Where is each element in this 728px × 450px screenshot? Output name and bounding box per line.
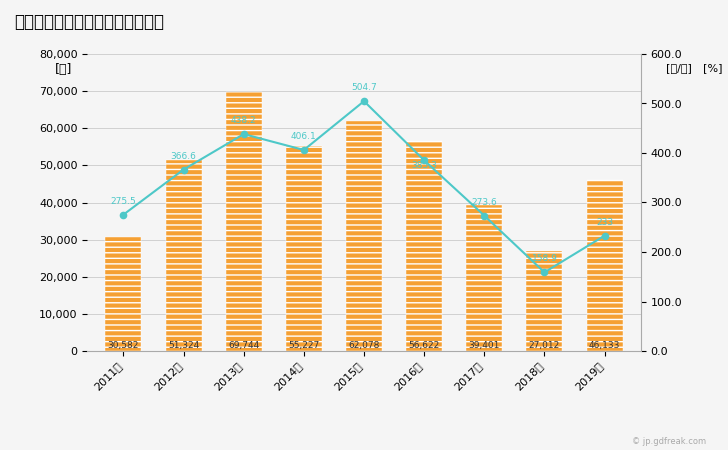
Text: 69,744: 69,744 — [228, 341, 259, 350]
Text: 27,012: 27,012 — [529, 341, 560, 350]
Text: 406.1: 406.1 — [291, 132, 317, 141]
Text: 39,401: 39,401 — [469, 341, 500, 350]
Bar — [226, 92, 262, 351]
Text: 366.6: 366.6 — [170, 152, 197, 161]
Bar — [106, 238, 141, 351]
Text: 275.5: 275.5 — [111, 197, 136, 206]
Text: 非木造建築物の床面積合計の推移: 非木造建築物の床面積合計の推移 — [15, 14, 165, 32]
Bar — [286, 146, 322, 351]
Text: 62,078: 62,078 — [348, 341, 380, 350]
Text: 233: 233 — [596, 218, 613, 227]
Text: [㎡]: [㎡] — [55, 63, 72, 76]
Bar — [406, 141, 442, 351]
Bar — [466, 205, 502, 351]
Bar — [587, 180, 622, 351]
Text: [㎡/棟]: [㎡/棟] — [666, 63, 692, 73]
Text: [%]: [%] — [703, 63, 722, 73]
Text: 51,324: 51,324 — [168, 341, 199, 350]
Bar — [165, 161, 202, 351]
Text: 46,133: 46,133 — [589, 341, 620, 350]
Text: 158.9: 158.9 — [531, 254, 558, 263]
Text: 30,582: 30,582 — [108, 341, 139, 350]
Text: 55,227: 55,227 — [288, 341, 320, 350]
Text: 385.3: 385.3 — [411, 161, 437, 170]
Bar — [346, 121, 382, 351]
Text: 504.7: 504.7 — [351, 83, 377, 92]
Bar — [526, 251, 563, 351]
Text: 56,622: 56,622 — [408, 341, 440, 350]
Text: © jp.gdfreak.com: © jp.gdfreak.com — [632, 436, 706, 446]
Text: 273.6: 273.6 — [472, 198, 497, 207]
Text: 438.2: 438.2 — [231, 116, 256, 125]
